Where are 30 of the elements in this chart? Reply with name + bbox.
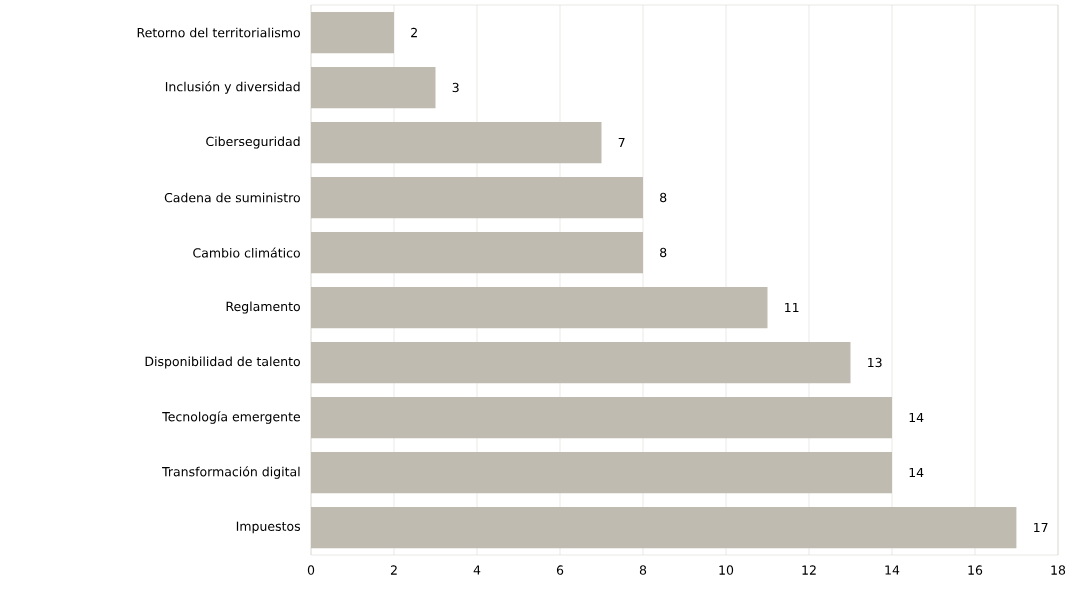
x-tick-label: 12 [802, 565, 816, 575]
data-label: 14 [909, 412, 924, 423]
x-tick-label: 6 [556, 565, 564, 575]
y-tick-label: Reglamento [226, 301, 300, 314]
x-tick-label: 0 [307, 565, 315, 575]
y-tick-label: Ciberseguridad [206, 136, 300, 149]
y-tick-label: Transformación digital [162, 466, 300, 479]
y-tick-label: Impuestos [236, 521, 301, 534]
x-tick-label: 18 [1051, 565, 1066, 575]
data-label: 14 [909, 467, 924, 478]
data-label: 17 [1034, 522, 1048, 533]
data-label: 11 [785, 302, 799, 313]
x-tick-label: 16 [968, 565, 983, 575]
data-label: 13 [868, 357, 882, 368]
y-tick-label: Cambio climático [193, 247, 300, 258]
x-tick-label: 10 [719, 565, 734, 575]
x-tick-label: 14 [885, 565, 900, 575]
y-tick-label: Tecnología emergente [162, 411, 300, 424]
x-tick-label: 4 [473, 565, 481, 575]
x-tick-label: 8 [639, 565, 647, 575]
data-label: 3 [452, 82, 459, 93]
y-tick-label: Disponibilidad de talento [145, 356, 300, 369]
data-label: 7 [618, 137, 625, 148]
data-label: 8 [660, 192, 667, 203]
data-label: 8 [660, 247, 667, 258]
x-tick-label: 2 [390, 565, 397, 575]
y-tick-label: Retorno del territorialismo [137, 27, 300, 38]
y-tick-label: Inclusión y diversidad [165, 81, 300, 94]
y-tick-label: Cadena de suministro [164, 192, 300, 203]
data-label: 2 [411, 27, 417, 38]
